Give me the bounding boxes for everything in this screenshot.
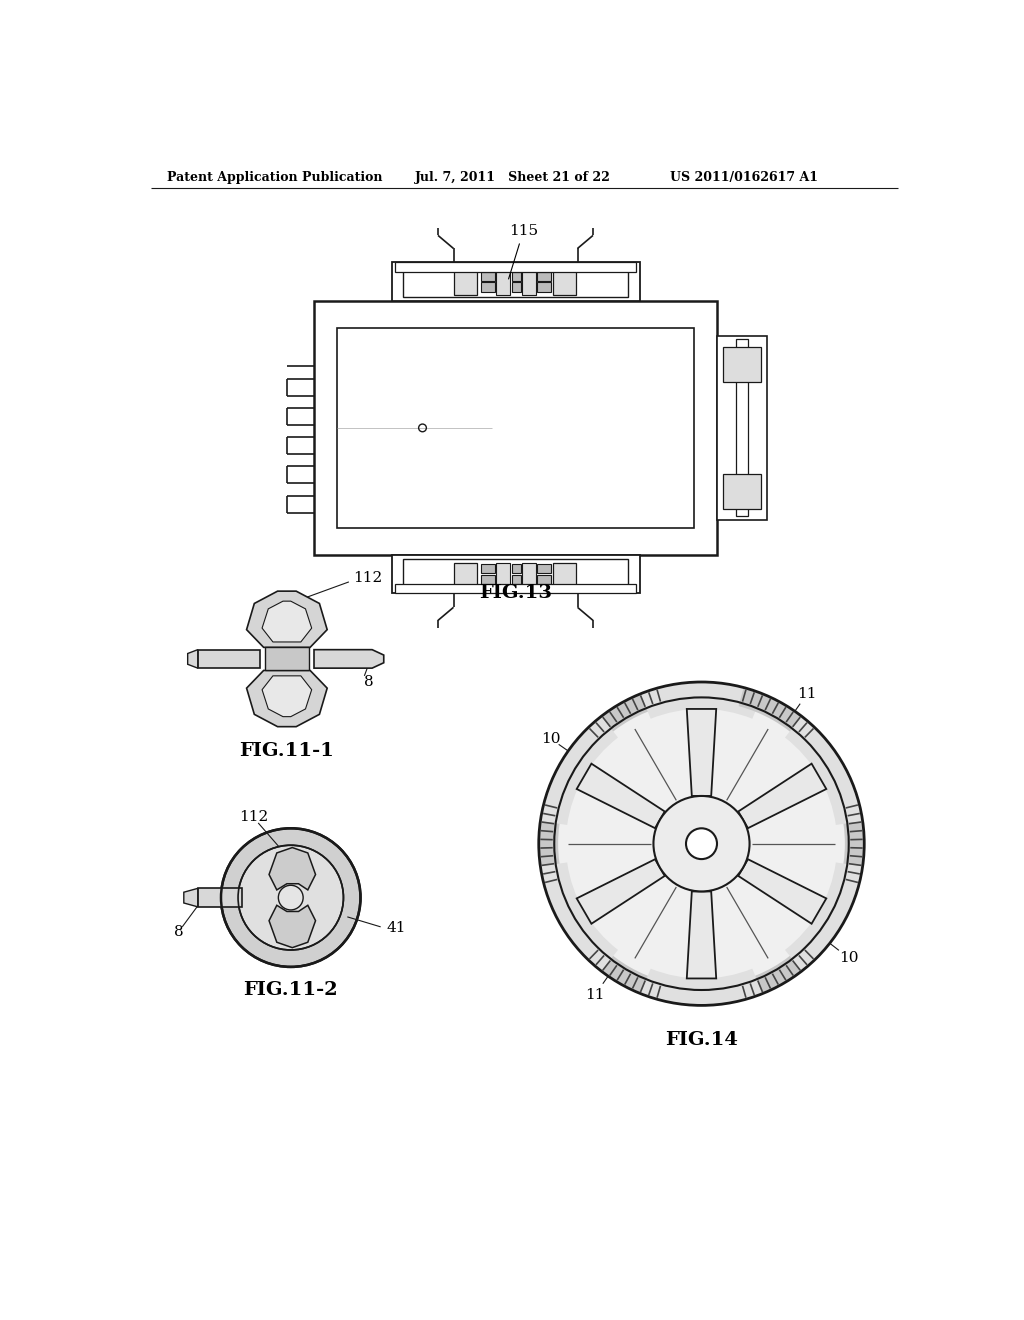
Bar	[454, 271, 477, 294]
Wedge shape	[785, 862, 862, 972]
Polygon shape	[262, 676, 311, 717]
Bar	[538, 272, 551, 281]
Bar	[496, 271, 510, 294]
Text: 10: 10	[541, 731, 560, 746]
Bar	[403, 267, 628, 297]
Circle shape	[539, 682, 864, 1006]
Polygon shape	[247, 591, 328, 647]
Text: Patent Application Publication: Patent Application Publication	[167, 172, 382, 185]
Polygon shape	[269, 906, 315, 948]
Polygon shape	[187, 649, 198, 668]
Bar	[512, 272, 521, 281]
Text: 112: 112	[352, 572, 382, 585]
Bar	[480, 272, 495, 281]
Bar	[512, 576, 521, 585]
Circle shape	[686, 829, 717, 859]
Polygon shape	[577, 764, 665, 828]
Bar	[538, 564, 551, 573]
Polygon shape	[269, 847, 315, 890]
Text: FIG.13: FIG.13	[479, 585, 552, 602]
Bar	[512, 282, 521, 292]
Polygon shape	[687, 709, 716, 796]
Text: 10: 10	[840, 952, 859, 965]
Wedge shape	[785, 717, 862, 825]
Bar	[553, 562, 575, 587]
Bar	[496, 562, 510, 587]
Bar	[512, 564, 521, 573]
Polygon shape	[183, 888, 198, 907]
Bar	[403, 558, 628, 590]
Wedge shape	[587, 944, 665, 999]
Wedge shape	[587, 688, 665, 743]
Polygon shape	[687, 891, 716, 978]
Bar	[480, 576, 495, 585]
Bar	[553, 271, 575, 294]
Wedge shape	[641, 682, 763, 719]
Polygon shape	[577, 859, 665, 924]
Text: 11: 11	[798, 686, 817, 701]
Polygon shape	[262, 601, 311, 642]
Bar	[723, 347, 761, 381]
Bar	[538, 282, 551, 292]
Circle shape	[279, 886, 303, 909]
Wedge shape	[539, 801, 563, 886]
Polygon shape	[265, 647, 308, 671]
Text: 8: 8	[365, 675, 374, 689]
Bar	[337, 327, 693, 528]
Wedge shape	[738, 944, 816, 999]
Polygon shape	[738, 859, 826, 924]
Bar	[391, 263, 640, 301]
Text: US 2011/0162617 A1: US 2011/0162617 A1	[671, 172, 818, 185]
Bar	[521, 562, 536, 587]
Bar	[521, 271, 536, 294]
Wedge shape	[738, 688, 816, 743]
Bar	[717, 335, 767, 520]
Bar	[538, 576, 551, 585]
Text: 115: 115	[509, 224, 538, 279]
Bar	[391, 554, 640, 594]
Circle shape	[653, 796, 750, 891]
Text: 112: 112	[239, 809, 268, 824]
Bar	[454, 562, 477, 587]
Bar	[314, 301, 717, 554]
Text: FIG.11-2: FIG.11-2	[244, 981, 338, 999]
Wedge shape	[541, 717, 618, 825]
Polygon shape	[738, 764, 826, 828]
Text: 8: 8	[173, 925, 183, 940]
Bar	[735, 339, 748, 516]
Bar	[480, 564, 495, 573]
Bar	[723, 474, 761, 508]
Wedge shape	[840, 801, 864, 886]
Polygon shape	[198, 888, 242, 907]
Circle shape	[238, 845, 343, 950]
Text: 11: 11	[585, 989, 604, 1002]
Text: FIG.11-1: FIG.11-1	[240, 742, 334, 760]
Text: FIG.14: FIG.14	[665, 1031, 738, 1049]
Bar	[395, 263, 636, 272]
Polygon shape	[198, 649, 260, 668]
Circle shape	[554, 697, 849, 990]
Wedge shape	[221, 829, 360, 968]
Text: Jul. 7, 2011   Sheet 21 of 22: Jul. 7, 2011 Sheet 21 of 22	[415, 172, 610, 185]
Wedge shape	[541, 862, 618, 972]
Polygon shape	[247, 671, 328, 726]
Text: 41: 41	[386, 921, 406, 936]
Bar	[480, 282, 495, 292]
Polygon shape	[314, 649, 384, 668]
Wedge shape	[641, 969, 763, 1006]
Bar	[395, 585, 636, 594]
